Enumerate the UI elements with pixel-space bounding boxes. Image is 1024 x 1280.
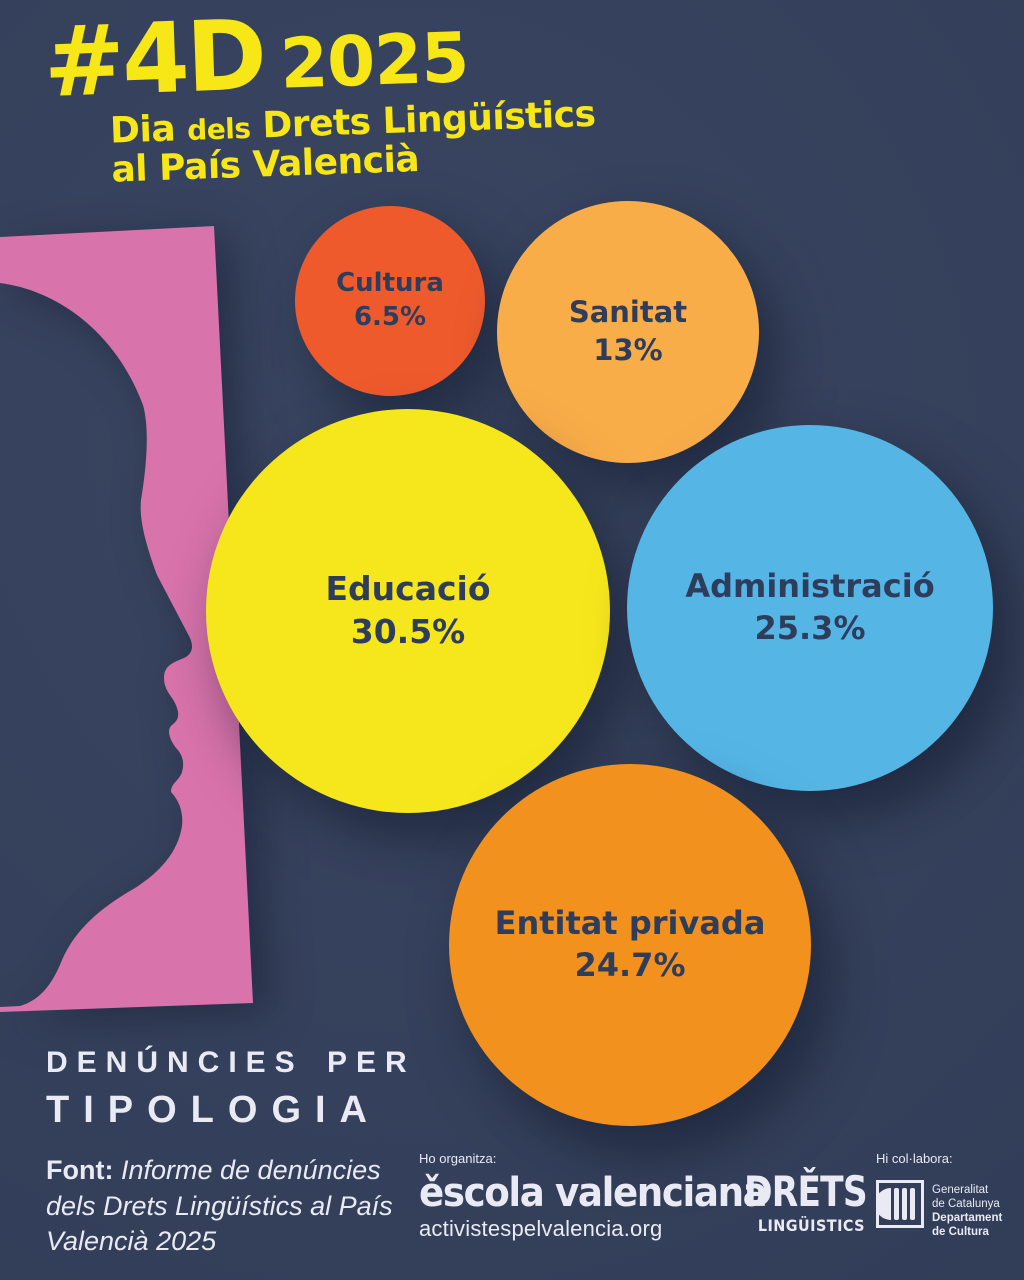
- collaborator-label: Hi col·labora:: [876, 1151, 953, 1166]
- drets-logo-name: DRĚTS: [744, 1167, 868, 1216]
- hashtag-4d: #4D: [41, 0, 266, 119]
- bubble-value: 6.5%: [353, 302, 427, 332]
- generalitat-line-4: de Cultura: [932, 1226, 989, 1239]
- source-label: Font:: [46, 1155, 114, 1185]
- generalitat-line-2: de Catalunya: [932, 1198, 1000, 1211]
- bubble-sanitat: Sanitat 13%: [497, 201, 759, 463]
- bubble-value: 30.5%: [350, 612, 466, 651]
- drets-logo-subtitle: LINGÜISTICS: [757, 1216, 865, 1235]
- organizer-label: Ho organitza:: [419, 1151, 497, 1166]
- bubble-label: Cultura: [336, 268, 444, 299]
- subtitle: Dia dels Drets Lingüístics al País Valen…: [109, 94, 597, 191]
- section-title: DENÚNCIES PER TIPOLOGIA: [46, 1046, 416, 1132]
- organizer-block: Ho organitza: ěscola valenciana activist…: [419, 1151, 793, 1242]
- generalitat-senyera-icon: [876, 1180, 924, 1228]
- bubble-label: Sanitat: [568, 295, 688, 330]
- organizer-url: activistespelvalencia.org: [419, 1216, 663, 1241]
- bubble-label: Administració: [685, 567, 935, 606]
- source-text: Informe de denúncies dels Drets Lingüíst…: [46, 1155, 393, 1257]
- bubble-value: 13%: [593, 333, 663, 367]
- bubble-administració: Administració 25.3%: [627, 425, 993, 791]
- title-year: 2025: [278, 18, 470, 105]
- generalitat-text: Generalitat de Catalunya Departament de …: [932, 1183, 1002, 1239]
- source-note: Font: Informe de denúncies dels Drets Li…: [46, 1153, 421, 1260]
- bubble-entitat-privada: Entitat privada 24.7%: [449, 764, 811, 1126]
- escola-valenciana-logo: ěscola valenciana: [419, 1170, 768, 1216]
- drets-linguistics-logo: DRĚTS LINGÜISTICS: [744, 1167, 894, 1236]
- bubble-label: Educació: [325, 569, 491, 609]
- bubble-value: 25.3%: [754, 609, 866, 647]
- generalitat-line-1: Generalitat: [932, 1184, 989, 1196]
- bubble-educació: Educació 30.5%: [206, 409, 610, 813]
- collaborator-block: Hi col·labora: Generalitat de Catalunya …: [876, 1151, 1002, 1239]
- bubble-value: 24.7%: [574, 946, 686, 984]
- poster-header: #4D 2025 Dia dels Drets Lingüístics al Pa…: [42, 0, 597, 193]
- bubble-cultura: Cultura 6.5%: [295, 206, 485, 396]
- bubble-label: Entitat privada: [494, 904, 766, 943]
- section-title-line-1: DENÚNCIES PER: [46, 1046, 416, 1079]
- generalitat-line-3: Departament: [932, 1212, 1003, 1225]
- section-title-line-2: TIPOLOGIA: [46, 1089, 381, 1131]
- face-silhouette-graphic: [0, 226, 253, 1012]
